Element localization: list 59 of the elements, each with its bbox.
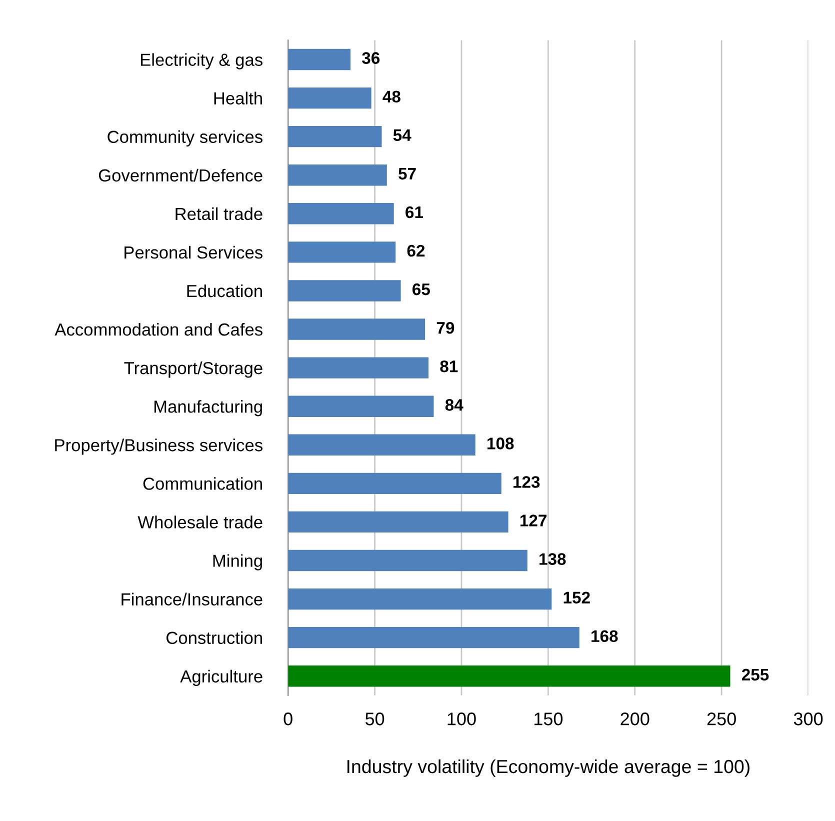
- bar: [288, 126, 382, 148]
- y-tick-label: Wholesale trade: [138, 516, 262, 528]
- bar: [288, 666, 730, 687]
- y-tick-label: Manufacturing: [154, 400, 262, 416]
- data-label: 81: [440, 360, 458, 372]
- x-axis-title: Industry volatility (Economy-wide average = 100): [347, 759, 750, 777]
- bar: [288, 318, 426, 340]
- y-tick-label: Electricity & gas: [141, 53, 262, 70]
- bar: [288, 203, 394, 224]
- y-tick-label: Construction: [166, 631, 262, 644]
- data-label: 57: [398, 168, 416, 180]
- data-label: 127: [520, 514, 546, 526]
- bar: [288, 164, 387, 186]
- x-tick-label: 50: [365, 712, 384, 726]
- bar: [288, 511, 508, 533]
- bar: [288, 550, 528, 572]
- y-tick-label: Property/Business services: [55, 438, 262, 455]
- y-tick-label: Community services: [108, 130, 262, 146]
- data-label: 168: [592, 630, 618, 642]
- y-tick-label: Mining: [213, 554, 262, 570]
- y-tick-label: Communication: [143, 477, 262, 490]
- data-label: 65: [412, 283, 430, 296]
- x-tick-label: 200: [620, 712, 650, 726]
- bar: [288, 242, 396, 263]
- y-tick-label: Personal Services: [124, 246, 262, 259]
- data-label: 152: [564, 592, 590, 604]
- data-label: 123: [514, 476, 540, 488]
- y-tick-label: Finance/Insurance: [122, 592, 262, 606]
- y-tick-label: Transport/Storage: [124, 362, 262, 378]
- bar: [288, 434, 476, 456]
- data-label: 54: [393, 129, 412, 142]
- bar: [288, 357, 429, 378]
- data-label: 138: [540, 553, 566, 565]
- x-tick-label: 300: [794, 712, 823, 726]
- x-tick-label: 0: [284, 712, 292, 726]
- x-tick-label: 250: [707, 712, 736, 726]
- y-tick-label: Government/Defence: [98, 168, 262, 182]
- data-label: 108: [488, 438, 514, 450]
- data-label: 255: [742, 668, 769, 681]
- y-tick-label: Health: [214, 92, 262, 104]
- data-label: 62: [407, 244, 425, 257]
- bar: [288, 396, 434, 417]
- y-tick-label: Accommodation and Cafes: [54, 322, 262, 336]
- x-tick-label: 150: [534, 712, 563, 726]
- data-label: 36: [362, 52, 380, 64]
- bar: [288, 48, 350, 70]
- data-label: 84: [445, 399, 464, 411]
- y-tick-label: Retail trade: [176, 207, 262, 220]
- data-label: 48: [382, 90, 400, 103]
- bar: [288, 626, 580, 648]
- bar: [288, 588, 552, 610]
- bar: [288, 280, 401, 302]
- data-label: 79: [436, 322, 454, 334]
- bar: [288, 87, 372, 109]
- data-label: 61: [406, 206, 424, 218]
- y-tick-label: Agriculture: [180, 670, 262, 686]
- y-tick-label: Education: [187, 284, 262, 298]
- x-tick-label: 100: [448, 712, 476, 726]
- bar: [288, 472, 502, 494]
